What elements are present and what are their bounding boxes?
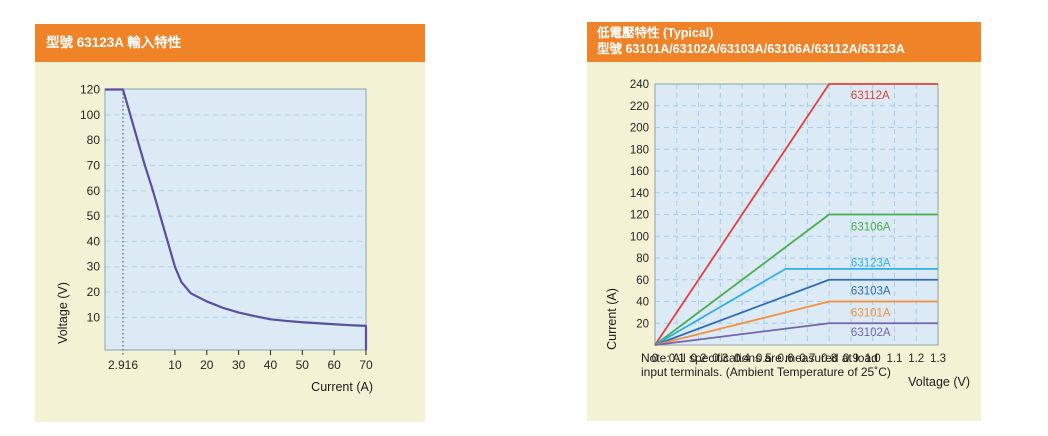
- y-tick-label: 240: [630, 79, 649, 91]
- x-tick-label: 0.4: [734, 353, 751, 365]
- y-tick-label: 160: [630, 166, 649, 178]
- x-tick-label: 0.9: [843, 353, 859, 365]
- x-tick-label: 70: [359, 358, 373, 372]
- x-tick-label: 1.2: [908, 353, 924, 365]
- panel-title: 型號 63123A 輸入特性: [46, 35, 182, 50]
- x-tick-label: 0.1: [669, 353, 685, 365]
- x-tick-label: 1.3: [930, 353, 946, 365]
- x-tick-label: 0.2: [691, 353, 707, 365]
- series-line-63123A: [654, 267, 938, 346]
- y-tick-label: 200: [630, 123, 649, 135]
- y-tick-label: 20: [87, 285, 101, 299]
- y-tick-label: 40: [87, 234, 101, 248]
- series-line-63106A: [654, 213, 938, 346]
- x-tick-label: 10: [168, 358, 182, 372]
- y-axis-title: Current (A): [605, 288, 619, 350]
- panel-title-line-2: 型號 63101A/63102A/63103A/63106A/63112A/63…: [597, 41, 905, 56]
- input-characteristics-chart: 2.916 10 20 30 40 50 60 70 10 20 30 40 50 60 70 80 100 12…: [56, 83, 373, 394]
- x-tick-label: 0.6: [778, 353, 794, 365]
- series-label-63103A: 63103A: [851, 286, 891, 298]
- note-line-2: input terminals. (Ambient Temperature of…: [641, 365, 891, 379]
- y-tick-label: 100: [80, 108, 100, 122]
- y-tick-label: 80: [87, 133, 101, 147]
- y-tick-label: 10: [87, 310, 101, 324]
- x-axis-title: Current (A): [311, 380, 373, 394]
- x-tick-label: 0.3: [712, 353, 728, 365]
- y-tick-label: 40: [636, 297, 649, 309]
- plot-area: [105, 89, 366, 350]
- y-tick-label: 140: [630, 188, 649, 200]
- x-tick-label: 0.8: [821, 353, 837, 365]
- low-voltage-characteristics-chart: 63112A 63106A 63123A 63103A 63101A 63102A 0 0.1…: [605, 79, 970, 389]
- input-characteristics-header: 型號 63123A 輸入特性: [35, 24, 425, 62]
- series-line-63101A: [654, 300, 938, 346]
- y-tick-label: 70: [87, 158, 101, 172]
- y-tick-label: 120: [630, 210, 649, 222]
- low-voltage-characteristics-panel: 低電壓特性 (Typical) 型號 63101A/63102A/63103A/…: [587, 22, 981, 421]
- low-voltage-characteristics-header: 低電壓特性 (Typical) 型號 63101A/63102A/63103A/…: [587, 22, 981, 62]
- x-tick-label: 40: [264, 358, 278, 372]
- x-tick-label: 30: [232, 358, 246, 372]
- series-label-63112A: 63112A: [851, 90, 890, 102]
- x-tick-label: 1.0: [865, 353, 881, 365]
- series-label-63106A: 63106A: [851, 221, 891, 233]
- plot-border: [104, 88, 367, 351]
- x-tick-label: 1.1: [886, 353, 902, 365]
- y-tick-label: 50: [87, 209, 101, 223]
- x-tick-label: 20: [200, 358, 214, 372]
- note-line-1: Note: All specifications are measured at…: [641, 351, 878, 365]
- series-label-63101A: 63101A: [851, 307, 891, 319]
- y-axis-title: Voltage (V): [56, 282, 70, 344]
- series-line-63103A: [654, 278, 938, 346]
- x-tick-label: 0.7: [799, 353, 815, 365]
- series-line-63112A: [654, 83, 938, 346]
- x-tick-label: 50: [296, 358, 310, 372]
- series-label-63123A: 63123A: [851, 257, 891, 269]
- y-tick-label: 120: [80, 83, 100, 97]
- series-label-63102A: 63102A: [851, 327, 891, 339]
- y-tick-label: 220: [630, 101, 649, 113]
- y-tick-label: 80: [636, 253, 649, 265]
- measurement-note: Note: All specifications are measured at…: [641, 351, 941, 379]
- y-tick-label: 180: [630, 144, 649, 156]
- series-line-63102A: [654, 322, 938, 346]
- y-tick-label: 30: [87, 260, 101, 274]
- y-tick-label: 60: [87, 184, 101, 198]
- panel-title-line-1: 低電壓特性 (Typical): [597, 26, 714, 40]
- x-tick-label: 60: [327, 358, 341, 372]
- input-characteristics-panel: 型號 63123A 輸入特性 2.916 10 20 30 40 50 60 70 10 20 30…: [35, 24, 425, 422]
- y-tick-label: 100: [630, 231, 649, 243]
- x-tick-label: 0.5: [756, 353, 772, 365]
- x-tick-label: 2.916: [108, 358, 138, 372]
- x-axis-title: Voltage (V): [908, 375, 970, 389]
- x-tick-label: 0: [652, 353, 658, 365]
- y-tick-label: 60: [636, 275, 649, 287]
- series-line-63123A: [105, 88, 368, 350]
- y-tick-label: 20: [636, 318, 649, 330]
